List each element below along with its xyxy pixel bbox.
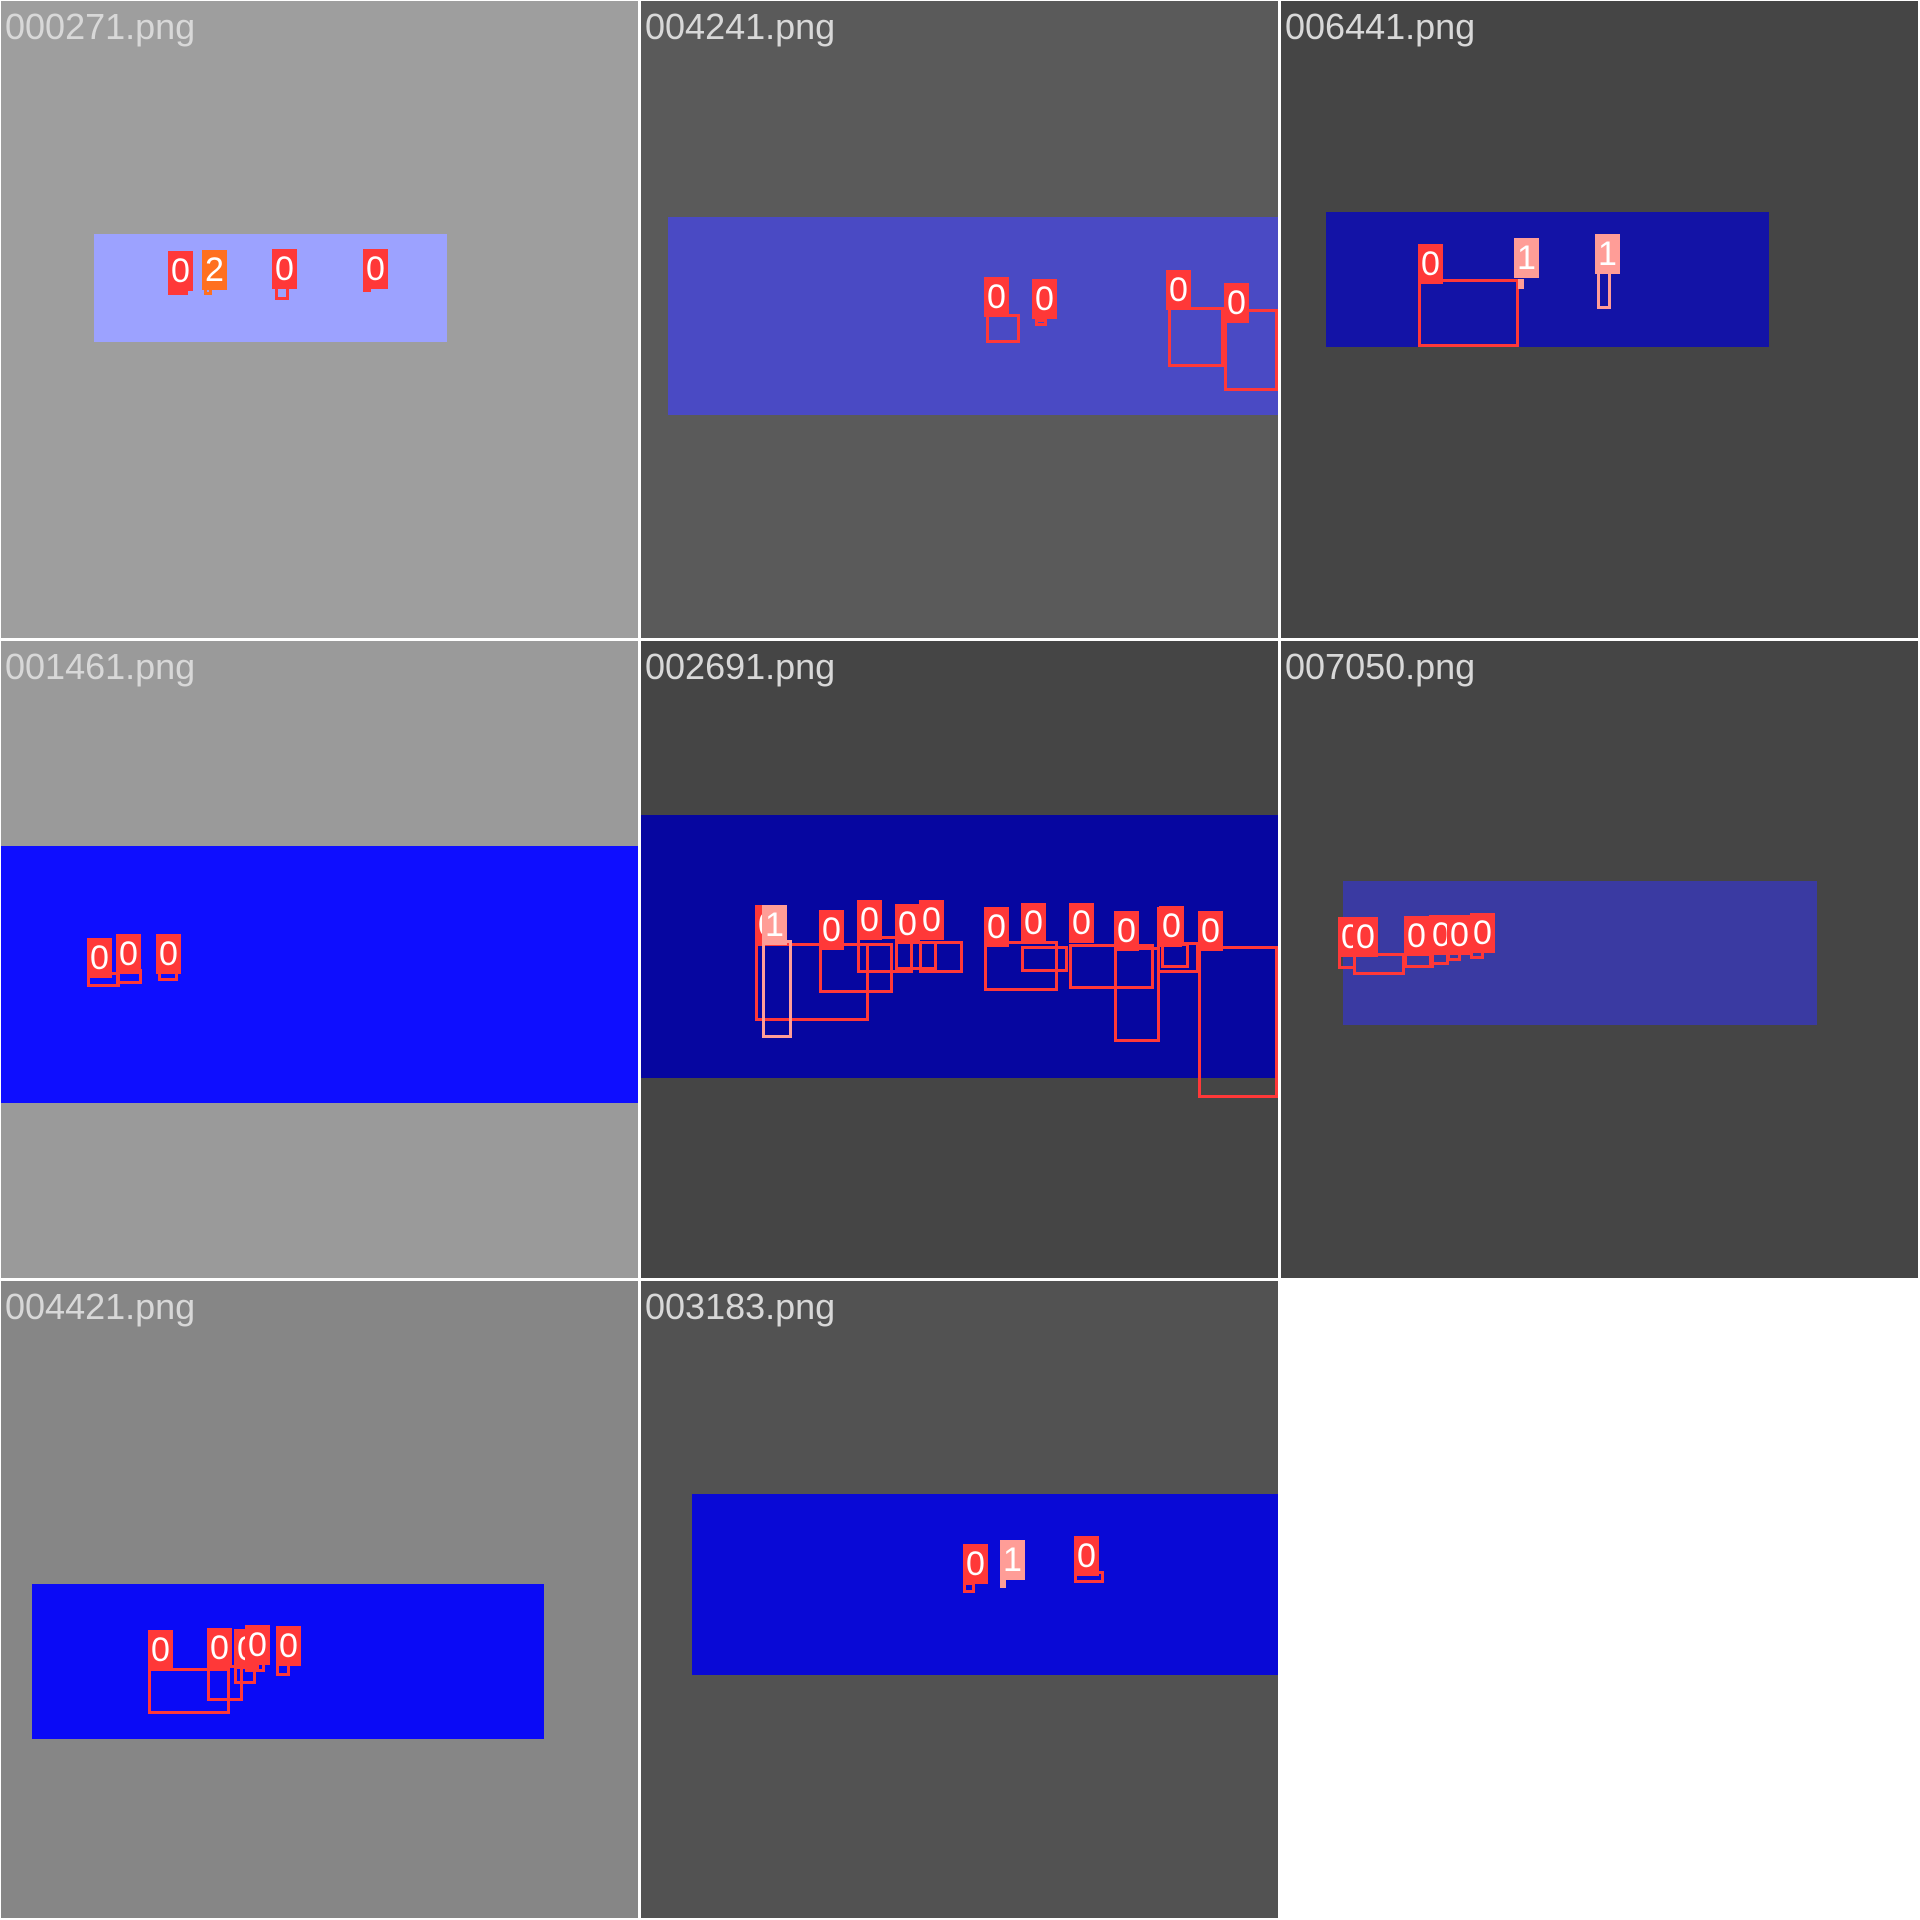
class-label: 2 — [202, 250, 227, 290]
tile-filename: 004421.png — [5, 1286, 196, 1327]
bounding-box — [1069, 944, 1154, 989]
class-label: 0 — [1353, 917, 1378, 957]
class-label: 0 — [272, 249, 297, 289]
class-label: 0 — [168, 251, 193, 291]
class-label: 0 — [1470, 913, 1495, 953]
bounding-box — [919, 941, 963, 973]
tile-filename: 001461.png — [5, 646, 196, 687]
image-tile: 0 0 0 0 0 0 007050.png — [1281, 641, 1918, 1278]
bounding-box — [1353, 953, 1405, 975]
class-label: 0 — [819, 910, 844, 950]
image-tile: 00000004421.png — [1, 1281, 638, 1918]
class-label: 0 — [919, 900, 944, 940]
bounding-box — [857, 936, 913, 973]
class-label: 0 — [1021, 903, 1046, 943]
image-tile: 0 1 1 006441.png — [1281, 1, 1918, 638]
class-label: 0 — [276, 1626, 301, 1666]
bounding-box — [1198, 946, 1278, 1098]
spectrogram-strip — [692, 1494, 1278, 1675]
bounding-box — [762, 940, 792, 1038]
class-label: 0 — [1069, 903, 1094, 943]
bounding-box — [986, 314, 1020, 343]
class-label: 0 — [984, 907, 1009, 947]
tile-filename: 003183.png — [645, 1286, 836, 1327]
bounding-box — [1224, 309, 1278, 391]
class-label: 0 — [148, 1630, 173, 1670]
class-label: 1 — [1000, 1540, 1025, 1580]
image-tile: 0 2 0 0 000271.png — [1, 1, 638, 638]
class-label: 1 — [762, 905, 787, 945]
tile-filename: 004241.png — [645, 6, 836, 47]
spectrogram-strip — [1326, 212, 1769, 347]
tile-filename: 000271.png — [5, 6, 196, 47]
class-label: 0 — [984, 277, 1009, 317]
bounding-box — [819, 943, 893, 993]
bounding-box — [755, 943, 869, 1021]
class-label: 1 — [1514, 238, 1539, 278]
class-label: 0 — [1198, 911, 1223, 951]
class-label: 0 — [963, 1544, 988, 1584]
class-label: 0 — [857, 900, 882, 940]
image-tile: 0 0 0 001461.png — [1, 641, 638, 1278]
bounding-box — [1518, 279, 1524, 289]
class-label: 0 — [1166, 270, 1191, 310]
class-label: 0 — [363, 249, 388, 289]
tile-filename: 006441.png — [1285, 6, 1476, 47]
spectrogram-strip — [94, 234, 447, 342]
class-label: 0 — [895, 904, 920, 944]
bounding-box — [1035, 319, 1047, 326]
class-label: 0 — [1074, 1536, 1099, 1576]
class-label: 0 — [1224, 283, 1249, 323]
class-label: 1 — [1595, 234, 1620, 274]
image-tile: 0100000000000002691.png — [641, 641, 1278, 1278]
bounding-box — [1021, 946, 1068, 972]
class-label: 0 — [1447, 915, 1472, 955]
bounding-box — [1168, 307, 1224, 367]
class-label: 0 — [1418, 244, 1443, 284]
bounding-box — [1597, 269, 1611, 309]
tile-filename: 007050.png — [1285, 646, 1476, 687]
spectrogram-strip — [668, 217, 1278, 415]
class-label: 0 — [1114, 911, 1139, 951]
image-tile: 0 0 0 0 004241.png — [641, 1, 1278, 638]
bounding-box — [148, 1668, 230, 1714]
bounding-box — [1161, 943, 1189, 968]
class-label: 0 — [1404, 916, 1429, 956]
tile-filename: 002691.png — [645, 646, 836, 687]
bounding-box — [1418, 279, 1519, 347]
class-label: 0 — [245, 1625, 270, 1665]
class-label: 0 — [156, 934, 181, 974]
class-label: 0 — [116, 934, 141, 974]
class-label: 0 — [207, 1628, 232, 1668]
class-label: 0 — [1032, 279, 1057, 319]
class-label: 0 — [87, 938, 112, 978]
bounding-box — [1114, 947, 1160, 1042]
image-tile: 0 1 0 003183.png — [641, 1281, 1278, 1918]
class-label: 0 — [1159, 906, 1184, 946]
